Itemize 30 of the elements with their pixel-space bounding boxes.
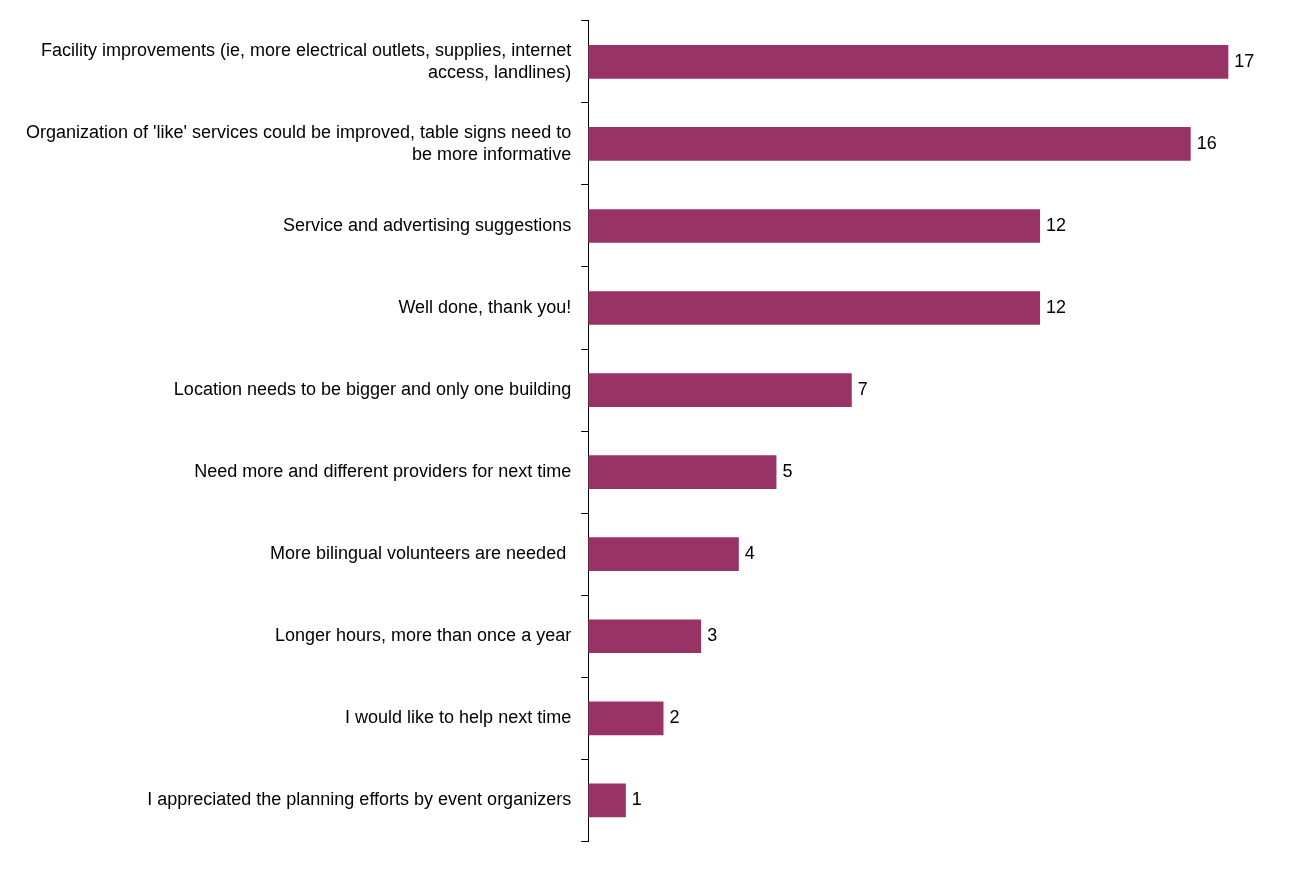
- bar: [588, 291, 1041, 325]
- data-label: 3: [707, 625, 718, 646]
- bar: [588, 373, 852, 407]
- bar: [588, 209, 1041, 243]
- bar: [588, 619, 702, 654]
- data-label: 2: [669, 707, 680, 728]
- y-tick-label: Organization of 'like' services could be improved, table signs need to be more informative: [26, 122, 572, 164]
- y-tick-label: I would like to help next time: [345, 707, 572, 728]
- y-tick-label: Service and advertising suggestions: [283, 214, 572, 235]
- y-tick-label: I appreciated the planning efforts by event organizers: [147, 789, 572, 810]
- data-label: 17: [1234, 50, 1255, 71]
- bar: [588, 783, 626, 818]
- data-label: 5: [782, 461, 793, 482]
- bar: [588, 455, 777, 489]
- data-label: 7: [857, 379, 868, 400]
- y-tick-label: Facility improvements (ie, more electrical outlets, supplies, internet access, landlines): [40, 40, 572, 82]
- bar: [588, 537, 739, 572]
- data-label: 16: [1196, 132, 1217, 153]
- y-tick-label: More bilingual volunteers are needed: [269, 543, 572, 564]
- y-tick-label: Longer hours, more than once a year: [274, 625, 572, 646]
- bar: [588, 45, 1229, 79]
- data-label: 1: [631, 789, 642, 810]
- bar: [588, 701, 664, 736]
- data-label: 12: [1046, 296, 1067, 317]
- y-tick-label: Well done, thank you!: [398, 296, 572, 317]
- y-tick-label: Location needs to be bigger and only one building: [173, 379, 572, 400]
- y-tick-label: Need more and different providers for next time: [194, 461, 572, 482]
- data-label: 12: [1046, 214, 1067, 235]
- bar: [588, 127, 1191, 161]
- data-label: 4: [744, 543, 755, 564]
